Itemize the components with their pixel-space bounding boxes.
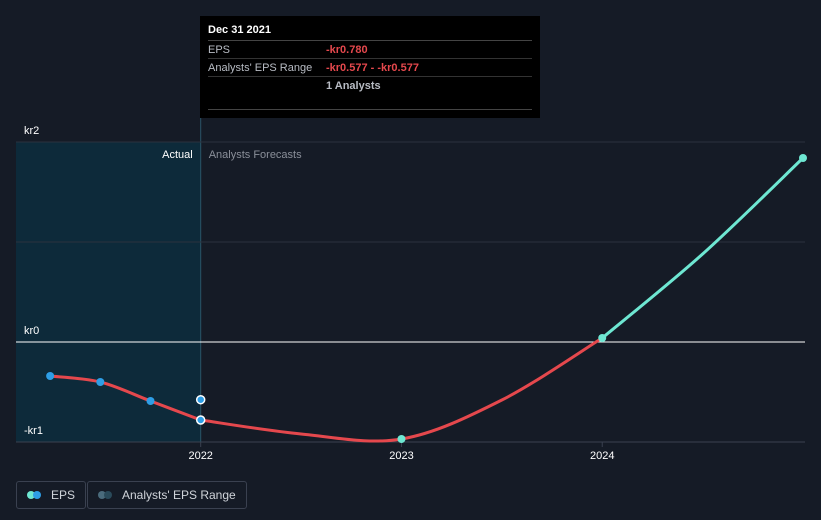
tooltip-range-value: -kr0.577 - -kr0.577: [326, 61, 419, 74]
eps-legend-icon: [27, 491, 43, 499]
eps-actual-point: [46, 372, 55, 380]
y-tick-label: -kr1: [24, 425, 43, 437]
forecast-label: Analysts Forecasts: [209, 149, 302, 161]
tooltip-range-label: Analysts' EPS Range: [208, 61, 313, 74]
range-legend-icon: [98, 491, 114, 499]
range-point: [195, 394, 206, 405]
actual-label: Actual: [162, 149, 193, 161]
tooltip: Dec 31 2021 EPS -kr0.780 Analysts' EPS R…: [200, 16, 540, 118]
tooltip-date: Dec 31 2021: [208, 24, 271, 36]
tooltip-eps-label: EPS: [208, 43, 231, 56]
eps-forecast-point: [397, 435, 406, 443]
x-tick-label: 2022: [188, 450, 212, 462]
eps-actual-line: [48, 374, 203, 422]
eps-actual-point: [146, 397, 155, 405]
x-tick-label: 2024: [590, 450, 614, 462]
legend-eps-button[interactable]: EPS: [16, 481, 87, 509]
tooltip-analysts: 1 Analysts: [326, 79, 381, 92]
y-tick-label: kr2: [24, 125, 39, 137]
eps-forecast-point: [598, 334, 607, 342]
eps-forecast-line: [199, 336, 604, 443]
tooltip-eps-value: -kr0.780: [326, 43, 368, 56]
legend-range-label: Analysts' EPS Range: [122, 488, 236, 502]
eps-forecast-point: [798, 154, 807, 162]
x-tick-label: 2023: [389, 450, 413, 462]
y-tick-label: kr0: [24, 325, 39, 337]
eps-actual-point: [195, 415, 206, 425]
legend-eps-label: EPS: [51, 488, 76, 502]
legend-range-button[interactable]: Analysts' EPS Range: [87, 481, 247, 509]
eps-forecast-positive-line: [600, 156, 805, 340]
actual-region: [16, 142, 201, 442]
eps-actual-point: [96, 378, 105, 386]
